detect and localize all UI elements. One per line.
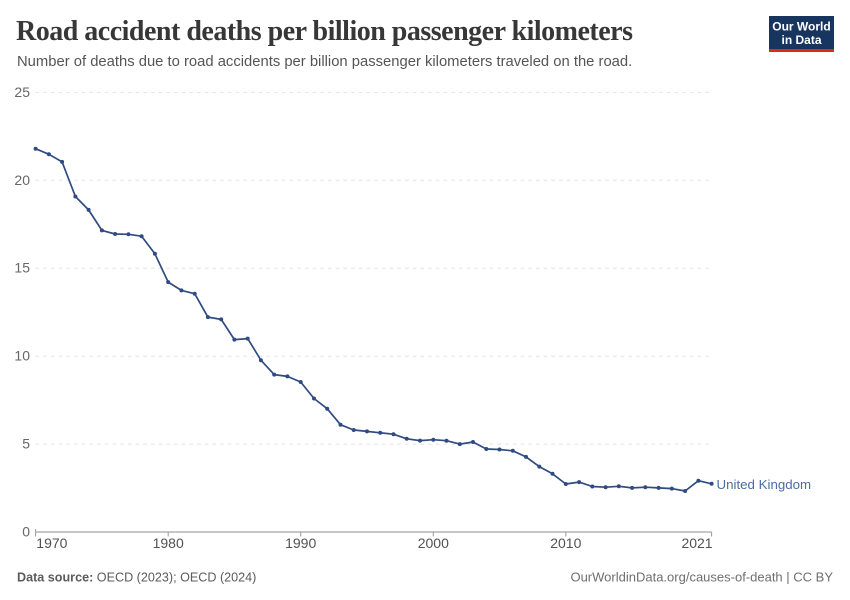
svg-text:1990: 1990 bbox=[285, 535, 316, 551]
svg-text:OurWorldinData.org/causes-of-d: OurWorldinData.org/causes-of-death | CC … bbox=[570, 570, 833, 585]
svg-text:20: 20 bbox=[14, 172, 30, 188]
svg-text:1970: 1970 bbox=[36, 535, 67, 551]
svg-text:2010: 2010 bbox=[550, 535, 581, 551]
svg-text:2021: 2021 bbox=[681, 535, 712, 551]
svg-text:15: 15 bbox=[14, 260, 30, 276]
svg-text:25: 25 bbox=[14, 84, 30, 100]
svg-text:10: 10 bbox=[14, 348, 30, 364]
svg-text:2000: 2000 bbox=[418, 535, 449, 551]
svg-text:5: 5 bbox=[22, 436, 30, 452]
svg-text:Data source: OECD (2023); OECD: Data source: OECD (2023); OECD (2024) bbox=[17, 571, 256, 585]
svg-text:in Data: in Data bbox=[781, 33, 821, 47]
svg-text:United Kingdom: United Kingdom bbox=[717, 477, 812, 492]
svg-text:0: 0 bbox=[22, 524, 30, 540]
svg-text:1980: 1980 bbox=[153, 535, 184, 551]
svg-text:Road accident deaths per billi: Road accident deaths per billion passeng… bbox=[16, 16, 633, 47]
svg-text:Number of deaths due to road a: Number of deaths due to road accidents p… bbox=[17, 54, 632, 70]
svg-text:Our World: Our World bbox=[772, 20, 830, 34]
